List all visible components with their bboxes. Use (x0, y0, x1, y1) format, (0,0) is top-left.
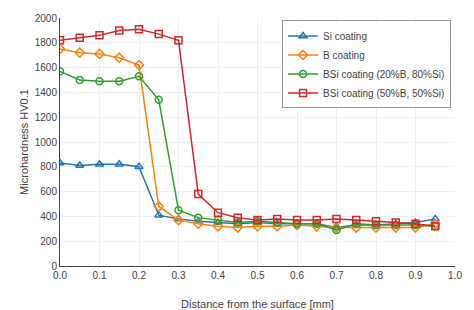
svg-text:1200: 1200 (35, 112, 58, 123)
svg-text:Si coating: Si coating (323, 31, 367, 42)
svg-text:BSi coating (50%B, 50%Si): BSi coating (50%B, 50%Si) (323, 88, 444, 99)
svg-text:0.5: 0.5 (251, 270, 265, 281)
svg-text:1400: 1400 (35, 87, 58, 98)
svg-text:200: 200 (40, 236, 57, 247)
svg-text:B coating: B coating (323, 50, 365, 61)
svg-text:0.7: 0.7 (330, 270, 344, 281)
svg-text:0.0: 0.0 (53, 270, 67, 281)
svg-text:600: 600 (40, 186, 57, 197)
svg-text:1800: 1800 (35, 37, 58, 48)
svg-text:800: 800 (40, 161, 57, 172)
svg-text:0.1: 0.1 (93, 270, 107, 281)
svg-text:0.4: 0.4 (211, 270, 225, 281)
svg-text:0.6: 0.6 (290, 270, 304, 281)
svg-text:2000: 2000 (35, 13, 58, 24)
svg-text:Microhardness HV0.1: Microhardness HV0.1 (18, 89, 30, 195)
svg-text:0.2: 0.2 (132, 270, 146, 281)
svg-text:1600: 1600 (35, 62, 58, 73)
svg-text:1000: 1000 (35, 137, 58, 148)
svg-text:0.9: 0.9 (409, 270, 423, 281)
svg-text:0.8: 0.8 (369, 270, 383, 281)
svg-text:0: 0 (51, 261, 57, 272)
svg-text:0.3: 0.3 (172, 270, 186, 281)
svg-text:BSi coating (20%B, 80%Si): BSi coating (20%B, 80%Si) (323, 69, 444, 80)
svg-text:1.0: 1.0 (448, 270, 462, 281)
svg-text:400: 400 (40, 211, 57, 222)
svg-text:Distance from the surface [mm]: Distance from the surface [mm] (181, 298, 334, 310)
